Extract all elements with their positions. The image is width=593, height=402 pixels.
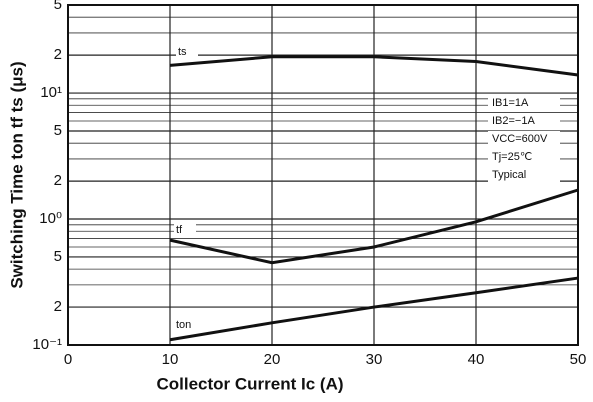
x-tick-label: 40 — [468, 351, 485, 368]
y-tick-label: 2 — [54, 46, 62, 63]
series-label: ts — [178, 46, 187, 58]
x-tick-label: 50 — [570, 351, 587, 368]
series-label-bg — [176, 45, 198, 58]
annotation: VCC=600V — [492, 133, 548, 145]
series-label: tf — [176, 224, 183, 236]
y-tick-label: 2 — [54, 172, 62, 189]
y-tick-label: 10⁰ — [39, 210, 62, 227]
series-label: ton — [176, 319, 191, 331]
y-tick-label: 5 — [54, 248, 62, 265]
y-tick-label: 5 — [54, 0, 62, 13]
x-tick-label: 20 — [264, 351, 281, 368]
y-axis-label: Switching Time ton tf ts (μs) — [7, 61, 26, 288]
series-line — [169, 55, 579, 77]
x-axis-label: Collector Current Ic (A) — [156, 374, 343, 393]
y-tick-label: 5 — [54, 122, 62, 139]
y-tick-label: 10¹ — [40, 84, 62, 101]
annotation: IB1=1A — [492, 97, 529, 109]
annotation-bg — [488, 113, 560, 129]
x-tick-label: 0 — [64, 351, 72, 368]
annotation: Tj=25℃ — [492, 151, 532, 163]
annotation-bg — [488, 167, 560, 183]
annotation: IB2=−1A — [492, 115, 535, 127]
series-line — [169, 188, 579, 265]
y-tick-label: 2 — [54, 298, 62, 315]
x-tick-label: 10 — [162, 351, 179, 368]
annotation-bg — [488, 149, 560, 165]
annotation-bg — [488, 131, 560, 147]
series-label-bg — [174, 318, 196, 331]
y-tick-label: 10⁻¹ — [32, 336, 62, 353]
x-tick-label: 30 — [366, 351, 383, 368]
plot-frame — [67, 4, 579, 346]
annotation: Typical — [492, 169, 526, 181]
annotation-bg — [488, 95, 560, 111]
series-line — [169, 276, 579, 342]
series-label-bg — [174, 223, 196, 236]
